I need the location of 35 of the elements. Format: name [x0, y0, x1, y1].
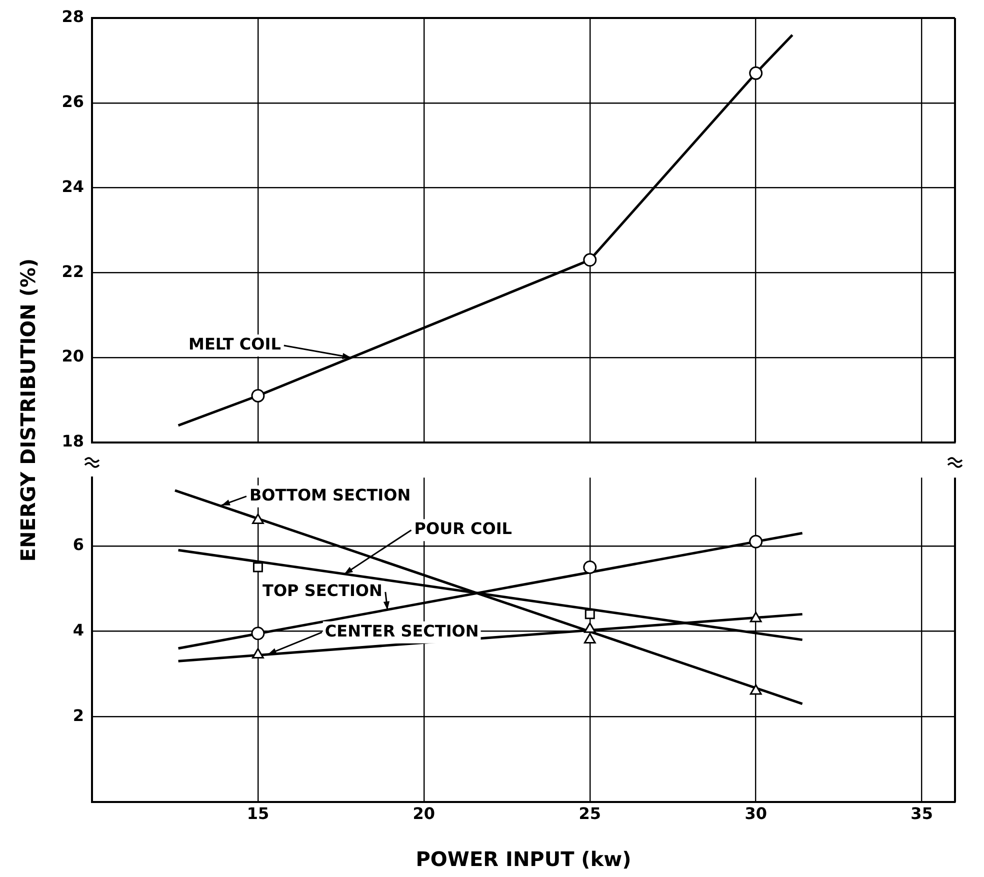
point [750, 612, 762, 622]
point [251, 388, 265, 402]
y-tick-label: 28 [62, 7, 84, 26]
x-tick-label: 30 [744, 804, 767, 823]
y-tick-label: 4 [72, 620, 84, 640]
y-tick-label: 2 [72, 706, 84, 725]
y-tick-label: 20 [62, 346, 84, 366]
annotation: TOP SECTION [262, 581, 382, 600]
point [252, 562, 263, 572]
point [583, 253, 597, 267]
x-tick-label: 35 [910, 804, 933, 823]
point [749, 534, 763, 548]
y-tick-label: 18 [62, 432, 84, 451]
annotation: POUR COIL [414, 519, 512, 538]
x-tick-label: 15 [246, 804, 270, 823]
point [252, 648, 264, 658]
point [584, 633, 596, 644]
point [583, 560, 597, 574]
x-tick-label: 25 [578, 804, 602, 823]
point [252, 514, 264, 524]
point [749, 66, 763, 80]
annotation: MELT COIL [188, 334, 281, 354]
point [251, 626, 265, 640]
y-tick-label: 26 [62, 92, 84, 112]
point [750, 684, 762, 695]
x-axis-title: POWER INPUT (kw) [416, 847, 632, 872]
y-tick-label: 22 [62, 262, 84, 281]
point [584, 622, 596, 633]
annotation: CENTER SECTION [324, 621, 479, 640]
x-tick-label: 20 [412, 804, 436, 823]
point [584, 609, 595, 620]
y-axis-title: ENERGY DISTRIBUTION (%) [16, 258, 40, 562]
y-tick-label: 6 [72, 535, 84, 554]
annotation: BOTTOM SECTION [249, 486, 411, 504]
y-tick-label: 24 [62, 176, 84, 196]
